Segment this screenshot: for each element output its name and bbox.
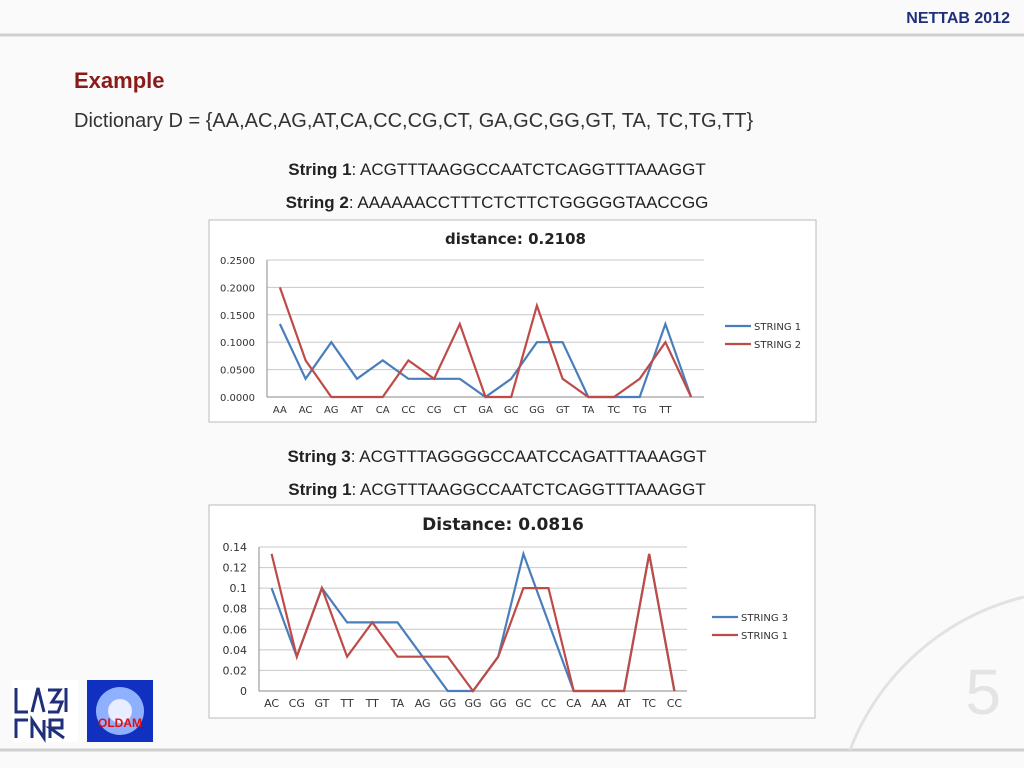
decor-arc xyxy=(848,595,1024,751)
legend-label: STRING 1 xyxy=(754,322,801,333)
string-sequence: : ACGTTTAAGGCCAATCTCAGGTTTAAAGGT xyxy=(352,480,706,499)
x-tick-label: TT xyxy=(365,697,380,710)
x-tick-label: AC xyxy=(299,405,313,416)
string-label: String 1 xyxy=(288,480,351,499)
chart-title: distance: 0.2108 xyxy=(445,230,586,248)
x-tick-label: CC xyxy=(667,697,683,710)
x-tick-label: AG xyxy=(324,405,338,416)
x-tick-label: GT xyxy=(315,697,330,710)
chart-frame xyxy=(208,504,816,719)
y-tick-label: 0.2500 xyxy=(220,256,255,267)
x-tick-label: AG xyxy=(415,697,431,710)
x-tick-label: AA xyxy=(273,405,287,416)
y-tick-label: 0.1500 xyxy=(220,311,255,322)
x-tick-label: GG xyxy=(464,697,481,710)
page-number: 5 xyxy=(965,656,1001,728)
y-tick-label: 0.14 xyxy=(223,541,248,554)
string-line: String 2: AAAAAACCTTTCTCTTCTGGGGGTAACCGG xyxy=(286,193,709,212)
y-tick-label: 0.1 xyxy=(230,582,248,595)
dictionary: Dictionary D = {AA,AC,AG,AT,CA,CC,CG,CT,… xyxy=(74,110,754,132)
x-tick-label: TT xyxy=(658,405,672,416)
x-tick-label: GG xyxy=(439,697,456,710)
chart: distance: 0.2108 0.0000 0.0500 0.1000 0.1500… xyxy=(208,219,817,423)
x-tick-label: GG xyxy=(490,697,507,710)
x-tick-label: AC xyxy=(264,697,279,710)
logo-text: OLDAM xyxy=(98,716,142,730)
string-line: String 1: ACGTTTAAGGCCAATCTCAGGTTTAAAGGT xyxy=(288,480,705,499)
y-tick-label: 0.04 xyxy=(223,644,248,657)
string-sequence: : AAAAAACCTTTCTCTTCTGGGGGTAACCGG xyxy=(349,193,709,212)
legend-label: STRING 2 xyxy=(754,340,801,351)
string-sequence: : ACGTTTAAGGCCAATCTCAGGTTTAAAGGT xyxy=(352,160,706,179)
chart-title: Distance: 0.0816 xyxy=(422,515,584,535)
x-tick-label: TG xyxy=(632,405,647,416)
x-tick-label: TT xyxy=(339,697,354,710)
x-tick-label: CG xyxy=(289,697,305,710)
y-tick-label: 0.02 xyxy=(223,664,248,677)
x-tick-label: CT xyxy=(453,405,467,416)
y-tick-label: 0.12 xyxy=(223,562,248,575)
string-line: String 1: ACGTTTAAGGCCAATCTCAGGTTTAAAGGT xyxy=(288,160,705,179)
conference: NETTAB 2012 xyxy=(906,10,1010,27)
string-label: String 2 xyxy=(286,193,349,212)
x-tick-label: GA xyxy=(478,405,493,416)
x-tick-label: CA xyxy=(566,697,582,710)
x-tick-label: AT xyxy=(617,697,631,710)
logo-glyph xyxy=(14,687,68,743)
x-tick-label: CC xyxy=(401,405,415,416)
series-line xyxy=(278,287,693,399)
y-tick-label: 0.0500 xyxy=(220,366,255,377)
chart: Distance: 0.0816 0 0.02 0.04 0.06 0.08 0.1 0.12… xyxy=(208,504,816,719)
string-line: String 3: ACGTTTAGGGGCCAATCCAGATTTAAAGGT xyxy=(287,447,706,466)
x-tick-label: CC xyxy=(541,697,557,710)
oldam-logo: OLDAM xyxy=(87,680,153,742)
y-tick-label: 0.2000 xyxy=(220,283,255,294)
y-tick-label: 0.0000 xyxy=(220,393,255,404)
y-tick-label: 0.08 xyxy=(223,603,248,616)
y-tick-label: 0.1000 xyxy=(220,338,255,349)
x-tick-label: TA xyxy=(390,697,405,710)
y-tick-label: 0.06 xyxy=(223,623,248,636)
logo-orb xyxy=(108,699,132,723)
x-tick-label: TC xyxy=(607,405,621,416)
legend-label: STRING 3 xyxy=(741,613,788,624)
iasi-logo xyxy=(12,680,78,743)
x-tick-label: AT xyxy=(351,405,364,416)
legend-label: STRING 1 xyxy=(741,631,788,642)
x-tick-label: TC xyxy=(641,697,656,710)
series-line xyxy=(270,553,676,693)
x-tick-label: GG xyxy=(529,405,545,416)
x-tick-label: CG xyxy=(427,405,442,416)
x-tick-label: GC xyxy=(504,405,519,416)
x-tick-label: GC xyxy=(515,697,532,710)
y-tick-label: 0 xyxy=(240,685,247,698)
slide-title: Example xyxy=(74,68,165,93)
string-label: String 1 xyxy=(288,160,351,179)
x-tick-label: CA xyxy=(376,405,390,416)
string-sequence: : ACGTTTAGGGGCCAATCCAGATTTAAAGGT xyxy=(351,447,707,466)
x-tick-label: AA xyxy=(591,697,607,710)
x-tick-label: TA xyxy=(581,405,594,416)
x-tick-label: GT xyxy=(556,405,570,416)
string-label: String 3 xyxy=(287,447,350,466)
